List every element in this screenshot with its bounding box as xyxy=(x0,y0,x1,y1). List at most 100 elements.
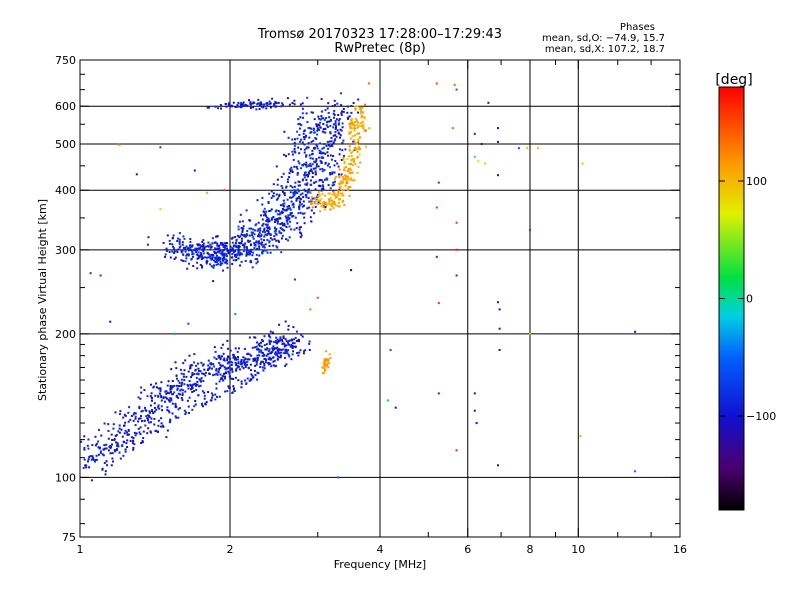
data-point xyxy=(180,383,183,386)
data-point xyxy=(293,165,296,168)
data-point xyxy=(313,181,316,184)
data-point xyxy=(304,129,306,132)
data-point xyxy=(141,420,143,423)
data-point xyxy=(285,185,288,188)
data-point xyxy=(337,189,340,192)
data-point xyxy=(101,453,104,456)
data-point xyxy=(219,356,222,359)
data-point xyxy=(209,248,212,251)
data-point xyxy=(278,339,281,342)
data-point xyxy=(217,250,220,253)
data-point xyxy=(182,253,185,256)
data-point xyxy=(286,352,289,355)
data-point xyxy=(250,107,252,109)
data-point xyxy=(243,245,246,248)
data-point xyxy=(193,353,196,356)
data-point xyxy=(126,433,129,436)
data-point xyxy=(112,423,115,426)
data-point xyxy=(337,201,340,204)
data-point xyxy=(211,256,214,259)
data-point xyxy=(110,433,113,436)
data-point xyxy=(222,358,225,361)
data-point xyxy=(202,380,205,382)
data-point xyxy=(331,171,334,174)
data-point xyxy=(176,251,179,253)
data-point xyxy=(150,392,153,395)
data-point xyxy=(435,82,438,85)
data-point xyxy=(261,241,264,244)
data-point xyxy=(350,178,353,181)
data-point xyxy=(165,436,168,439)
data-point xyxy=(349,167,352,170)
data-point xyxy=(248,358,251,361)
data-point xyxy=(109,447,112,450)
data-point xyxy=(276,346,279,349)
data-point xyxy=(84,464,87,467)
data-point xyxy=(359,136,361,139)
data-point xyxy=(182,375,185,378)
data-point xyxy=(351,157,354,160)
data-point xyxy=(247,352,250,355)
data-point xyxy=(328,353,331,356)
data-point xyxy=(368,127,371,130)
data-point xyxy=(235,239,238,242)
data-point xyxy=(202,405,204,408)
data-point xyxy=(315,202,317,205)
data-point xyxy=(97,453,100,456)
data-point xyxy=(216,244,219,247)
data-point xyxy=(237,347,240,350)
data-point xyxy=(216,373,219,376)
data-point xyxy=(123,424,125,427)
data-point xyxy=(344,177,347,180)
data-point xyxy=(351,121,354,124)
data-point xyxy=(221,251,224,254)
data-point xyxy=(216,242,219,245)
data-point xyxy=(389,349,392,351)
data-point xyxy=(109,452,112,455)
data-point xyxy=(325,203,328,206)
data-point xyxy=(322,185,325,188)
data-point xyxy=(337,476,340,479)
data-point xyxy=(301,192,304,195)
data-point xyxy=(266,347,269,350)
data-point xyxy=(269,106,272,109)
data-point xyxy=(262,106,265,109)
data-point xyxy=(292,158,295,161)
data-point xyxy=(230,377,233,380)
data-point xyxy=(321,167,324,170)
data-point xyxy=(149,404,152,407)
data-point xyxy=(204,374,207,377)
data-point xyxy=(104,470,107,473)
data-point xyxy=(317,115,320,118)
data-point xyxy=(289,168,292,171)
data-point xyxy=(100,434,103,437)
data-point xyxy=(122,416,125,419)
data-point xyxy=(319,142,322,145)
data-point xyxy=(329,131,332,134)
data-point xyxy=(273,238,276,241)
data-point xyxy=(134,417,137,420)
data-point xyxy=(302,116,304,119)
data-point xyxy=(316,193,319,196)
data-point xyxy=(357,146,360,148)
data-point xyxy=(303,138,306,141)
data-point xyxy=(320,117,323,120)
data-point xyxy=(288,207,291,210)
data-point xyxy=(140,442,143,444)
data-point xyxy=(88,466,91,469)
data-point xyxy=(303,163,306,166)
data-point xyxy=(317,196,320,199)
data-point xyxy=(263,207,266,210)
data-point xyxy=(320,98,323,101)
data-point xyxy=(262,103,265,106)
data-point xyxy=(147,414,149,417)
data-point xyxy=(215,256,218,259)
data-point xyxy=(205,256,208,259)
data-point xyxy=(240,106,243,109)
data-point xyxy=(222,379,225,382)
data-point xyxy=(332,207,335,210)
data-point xyxy=(276,183,279,186)
data-point xyxy=(291,186,294,189)
data-point xyxy=(344,184,347,187)
data-point xyxy=(203,391,206,394)
